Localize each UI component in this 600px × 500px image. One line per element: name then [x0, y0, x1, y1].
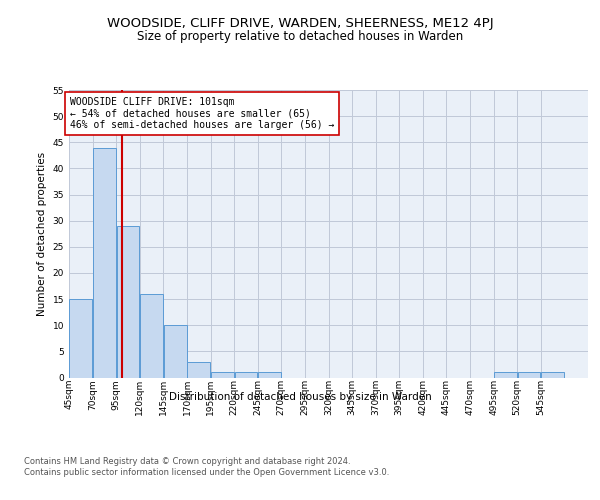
- Text: WOODSIDE, CLIFF DRIVE, WARDEN, SHEERNESS, ME12 4PJ: WOODSIDE, CLIFF DRIVE, WARDEN, SHEERNESS…: [107, 18, 493, 30]
- Bar: [93, 148, 116, 378]
- Text: Distribution of detached houses by size in Warden: Distribution of detached houses by size …: [169, 392, 431, 402]
- Bar: [235, 372, 257, 378]
- Bar: [258, 372, 281, 378]
- Y-axis label: Number of detached properties: Number of detached properties: [37, 152, 47, 316]
- Bar: [164, 325, 187, 378]
- Bar: [116, 226, 139, 378]
- Text: WOODSIDE CLIFF DRIVE: 101sqm
← 54% of detached houses are smaller (65)
46% of se: WOODSIDE CLIFF DRIVE: 101sqm ← 54% of de…: [70, 97, 334, 130]
- Bar: [70, 299, 92, 378]
- Bar: [211, 372, 234, 378]
- Text: Contains HM Land Registry data © Crown copyright and database right 2024.
Contai: Contains HM Land Registry data © Crown c…: [24, 458, 389, 477]
- Bar: [187, 362, 210, 378]
- Bar: [518, 372, 541, 378]
- Bar: [541, 372, 564, 378]
- Bar: [494, 372, 517, 378]
- Bar: [140, 294, 163, 378]
- Text: Size of property relative to detached houses in Warden: Size of property relative to detached ho…: [137, 30, 463, 43]
